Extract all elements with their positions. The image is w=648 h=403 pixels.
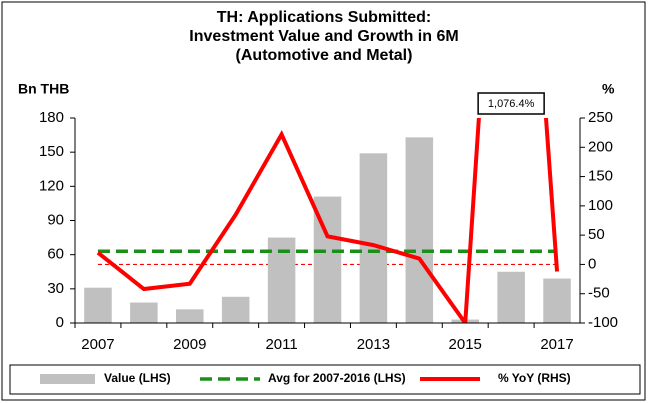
x-tick-label: 2013 xyxy=(357,336,390,353)
legend-swatch xyxy=(40,374,95,384)
y2-axis-label: % xyxy=(602,81,615,97)
y2-tick-label: -100 xyxy=(588,314,618,331)
bar xyxy=(84,287,112,323)
legend-label: Avg for 2007-2016 (LHS) xyxy=(268,371,406,385)
series-line xyxy=(96,118,560,323)
bar xyxy=(221,296,250,323)
y-tick-label: 90 xyxy=(47,211,64,228)
bar xyxy=(405,137,434,323)
x-tick-label: 2017 xyxy=(540,336,573,353)
bar xyxy=(130,302,158,323)
y2-tick-label: 100 xyxy=(588,197,613,214)
y-tick-label: 180 xyxy=(39,109,64,126)
bar xyxy=(497,271,525,323)
y2-tick-label: -50 xyxy=(588,285,610,302)
legend-box xyxy=(9,364,641,395)
x-tick-label: 2011 xyxy=(265,336,297,353)
plot-area xyxy=(84,118,571,323)
bar xyxy=(359,153,388,323)
y2-tick-label: 0 xyxy=(588,255,596,272)
x-tick-label: 2007 xyxy=(81,336,114,353)
chart-title: TH: Applications Submitted: xyxy=(217,9,432,26)
y-tick-label: 0 xyxy=(56,314,64,331)
y2-tick-label: 150 xyxy=(588,168,613,185)
value-label-box xyxy=(477,92,545,115)
chart-title: Investment Value and Growth in 6M xyxy=(189,28,458,45)
x-tick-label: 2009 xyxy=(173,336,206,353)
x-tick-label: 2015 xyxy=(449,336,482,353)
bar xyxy=(176,309,204,323)
y-tick-label: 60 xyxy=(47,246,64,263)
y-axis-label: Bn THB xyxy=(18,81,69,97)
legend-label: % YoY (RHS) xyxy=(498,371,571,385)
y-tick-label: 30 xyxy=(47,280,64,297)
y2-tick-label: 250 xyxy=(588,109,613,126)
bar xyxy=(543,278,571,323)
y-tick-label: 120 xyxy=(39,177,64,194)
y2-tick-label: 50 xyxy=(588,226,605,243)
value-label: 1,076.4% xyxy=(488,98,535,110)
y2-tick-label: 200 xyxy=(588,138,613,155)
chart-title: (Automotive and Metal) xyxy=(236,47,413,64)
legend-label: Value (LHS) xyxy=(104,371,171,385)
y-tick-label: 150 xyxy=(39,143,64,160)
